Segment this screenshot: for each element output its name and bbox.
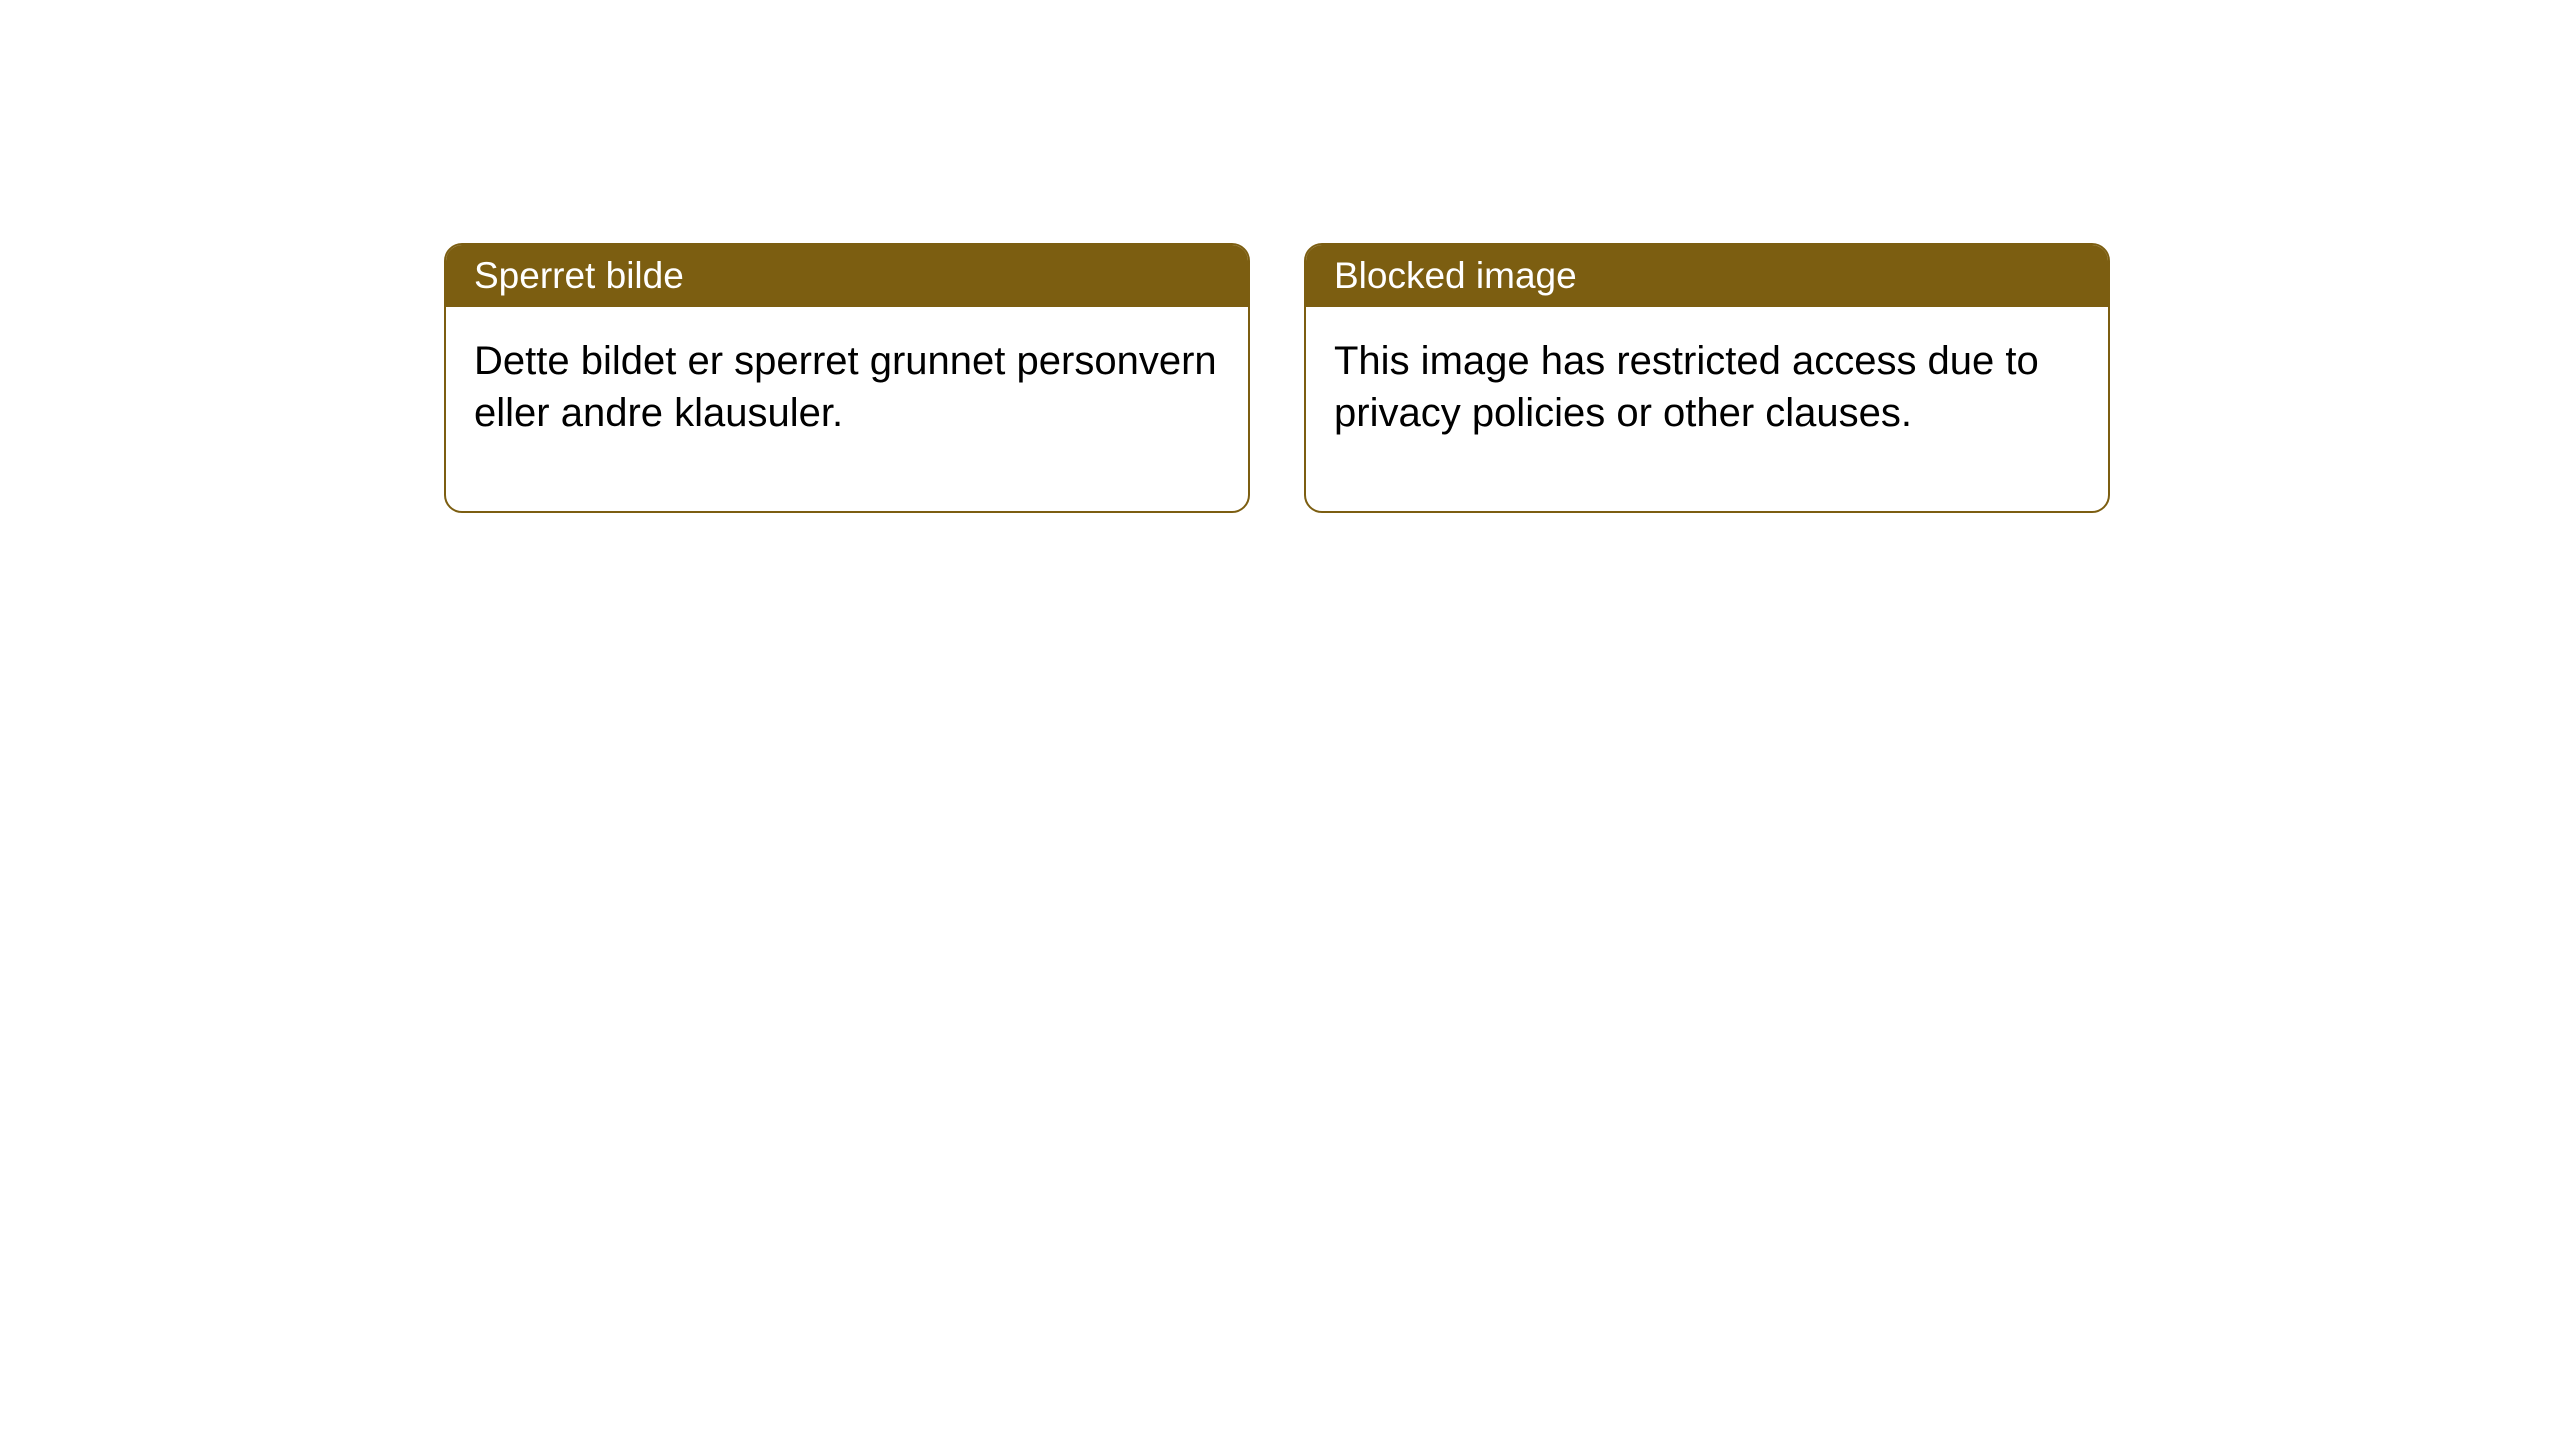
notice-text: Dette bildet er sperret grunnet personve… [474,339,1217,435]
notice-box-norwegian: Sperret bilde Dette bildet er sperret gr… [444,243,1250,513]
notice-text: This image has restricted access due to … [1334,339,2039,435]
notice-header: Blocked image [1306,245,2108,307]
notice-body: This image has restricted access due to … [1306,307,2108,511]
notice-box-english: Blocked image This image has restricted … [1304,243,2110,513]
notice-title: Sperret bilde [474,255,684,296]
notice-title: Blocked image [1334,255,1577,296]
notice-header: Sperret bilde [446,245,1248,307]
notice-body: Dette bildet er sperret grunnet personve… [446,307,1248,511]
notice-container: Sperret bilde Dette bildet er sperret gr… [444,243,2110,513]
